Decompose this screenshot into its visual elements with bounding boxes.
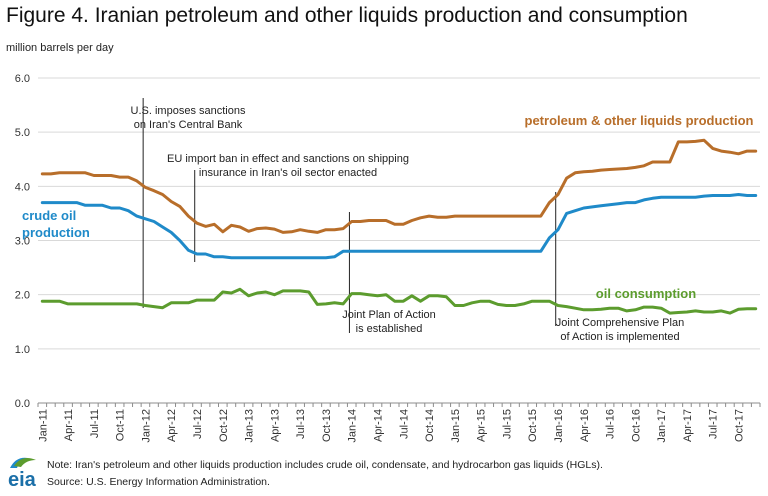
y-tick-label: 2.0 [15, 290, 30, 302]
x-tick-label: Jan-16 [553, 409, 565, 443]
x-tick-label: Jan-13 [244, 409, 256, 443]
series-label: crude oil [22, 208, 76, 223]
x-tick-label: Oct-15 [527, 409, 539, 442]
x-tick-label: Apr-14 [373, 409, 385, 442]
y-tick-label: 5.0 [15, 127, 30, 139]
y-tick-label: 0.0 [15, 398, 30, 410]
annotation-text: is established [356, 323, 423, 335]
footnote-text: Note: Iran's petroleum and other liquids… [47, 459, 603, 471]
x-tick-label: Apr-16 [579, 409, 591, 442]
annotation-text: of Action is implemented [560, 331, 679, 343]
annotation-text: U.S. imposes sanctions [131, 105, 246, 117]
eia-logo: eia [8, 457, 37, 491]
y-tick-label: 1.0 [15, 344, 30, 356]
annotation-text: EU import ban in effect and sanctions on… [167, 153, 409, 165]
series-lines [40, 138, 758, 315]
x-tick-label: Apr-12 [166, 409, 178, 442]
series-label: oil consumption [596, 286, 696, 301]
series-label: production [22, 225, 90, 240]
x-tick-label: Jan-11 [37, 409, 49, 442]
x-tick-label: Oct-14 [424, 409, 436, 442]
x-tick-label: Jan-17 [656, 409, 668, 443]
y-tick-label: 4.0 [15, 181, 30, 193]
y-tick-label: 3.0 [15, 236, 30, 248]
axes: 0.0 1.0 2.0 3.0 4.0 5.0 6.0 Jan-11 Apr-11 Jul-11 O… [15, 73, 761, 443]
x-tick-label: Jul-14 [398, 409, 410, 439]
x-tick-label: Jul-15 [501, 409, 513, 439]
gridlines [38, 77, 760, 350]
series-labels: petroleum & other liquids production crud… [22, 113, 754, 301]
series-line [40, 287, 758, 315]
series-label: petroleum & other liquids production [525, 113, 754, 128]
x-tick-label: Apr-13 [269, 409, 281, 442]
annotation-text: insurance in Iran's oil sector enacted [199, 167, 377, 179]
x-tick-label: Jul-11 [89, 409, 101, 438]
y-tick-label: 6.0 [15, 73, 30, 85]
x-tick-label: Jan-12 [140, 409, 152, 443]
annotation-text: Joint Comprehensive Plan [556, 317, 684, 329]
annotations: U.S. imposes sanctions on Iran's Central … [131, 98, 684, 343]
x-tick-label: Oct-11 [115, 409, 127, 441]
x-tick-label: Jul-12 [192, 409, 204, 439]
series-line [40, 138, 758, 234]
chart-title: Figure 4. Iranian petroleum and other li… [6, 4, 688, 27]
x-tick-label: Jul-13 [295, 409, 307, 439]
x-tick-label: Oct-17 [734, 409, 746, 442]
y-axis-units-label: million barrels per day [6, 42, 114, 54]
x-tick-label: Jul-16 [605, 409, 617, 439]
x-tick-label: Jan-15 [450, 409, 462, 443]
series-line [40, 193, 758, 260]
annotation-text: on Iran's Central Bank [134, 119, 243, 131]
x-tick-label: Jul-17 [708, 409, 720, 439]
annotation-text: Joint Plan of Action [342, 309, 436, 321]
eia-logo-text: eia [8, 469, 37, 491]
x-tick-label: Apr-17 [682, 409, 694, 442]
source-text: Source: U.S. Energy Information Administ… [47, 476, 270, 488]
x-tick-label: Oct-16 [630, 409, 642, 442]
x-tick-label: Oct-12 [218, 409, 230, 442]
x-tick-label: Apr-11 [63, 409, 75, 441]
x-tick-label: Apr-15 [476, 409, 488, 442]
x-tick-label: Oct-13 [321, 409, 333, 442]
x-tick-label: Jan-14 [347, 409, 359, 443]
